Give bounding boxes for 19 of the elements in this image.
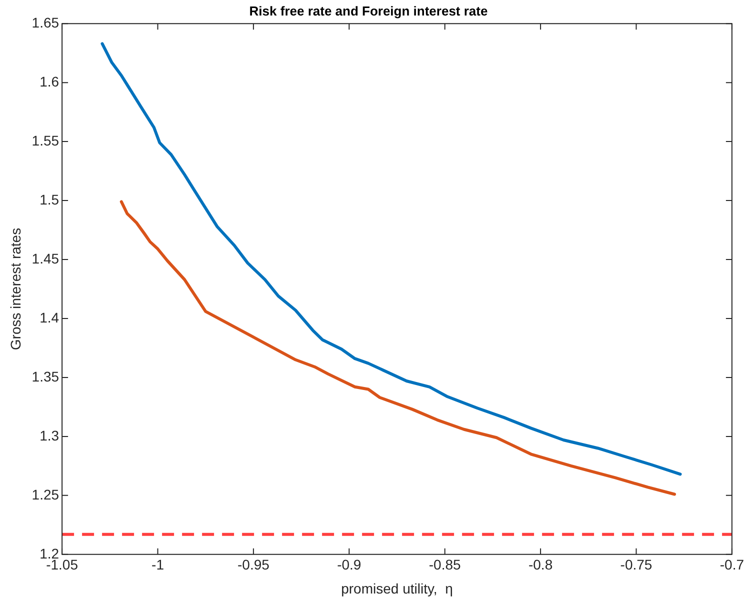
- y-tick-label: 1.65: [32, 14, 60, 30]
- x-tick-label: -1: [152, 556, 164, 573]
- y-axis-title: Gross interest rates: [7, 228, 24, 350]
- x-tick-label: -0.7: [720, 556, 744, 573]
- x-tick-label: -0.85: [428, 556, 462, 573]
- y-tick-label: 1.4: [40, 309, 60, 326]
- y-tick-label: 1.45: [32, 250, 60, 266]
- y-tick-label: 1.35: [32, 368, 60, 384]
- x-tick-label: -0.8: [528, 556, 553, 573]
- x-axis-title: promised utility, η: [341, 580, 453, 596]
- y-tick-label: 1.55: [32, 132, 60, 148]
- y-tick-label: 1.25: [32, 486, 60, 502]
- chart-title: Risk free rate and Foreign interest rate: [249, 3, 488, 18]
- x-tick-label: -0.9: [337, 556, 362, 573]
- y-tick-label: 1.6: [40, 73, 60, 90]
- x-tick-label: -0.75: [620, 556, 652, 573]
- y-tick-label: 1.3: [40, 427, 60, 444]
- x-tick-label: -0.95: [237, 556, 270, 573]
- y-tick-label: 1.5: [40, 191, 60, 208]
